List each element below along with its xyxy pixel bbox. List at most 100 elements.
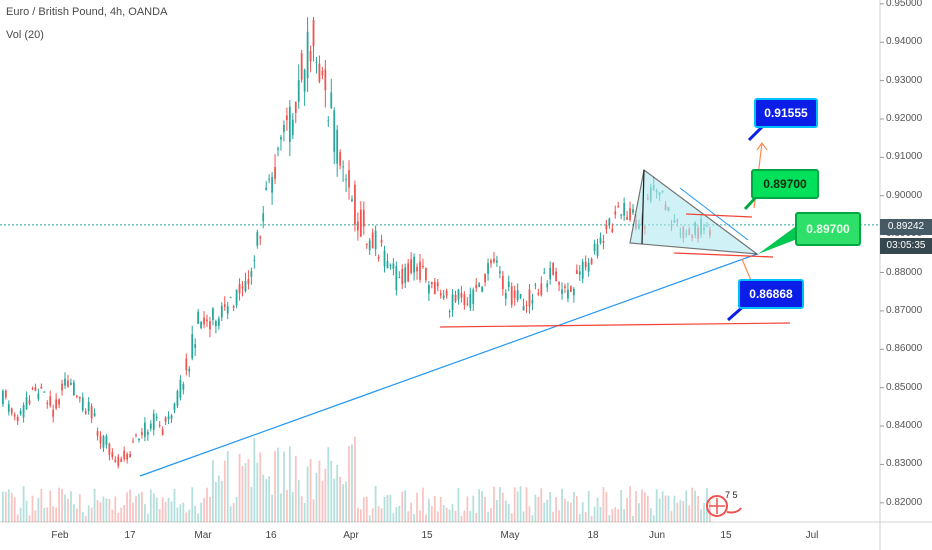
candle-body — [129, 453, 131, 458]
volume-bar — [472, 495, 475, 522]
volume-bar — [430, 506, 433, 522]
volume-bar — [357, 507, 359, 522]
volume-bar — [570, 502, 572, 522]
candle-body — [229, 297, 232, 299]
volume-bar — [28, 515, 31, 522]
candle-body — [330, 92, 333, 108]
volume-bar — [605, 491, 608, 522]
volume-bar — [61, 488, 63, 522]
volume-bar — [300, 496, 303, 522]
price-tick-label: 0.88000 — [886, 266, 923, 278]
volume-bar — [490, 508, 492, 522]
volume-bar — [70, 491, 72, 522]
volume-bar — [646, 495, 649, 522]
candle-body — [537, 293, 540, 295]
volume-bar — [496, 499, 498, 522]
volume-bar — [380, 508, 383, 522]
candle-body — [31, 388, 34, 390]
candle-body — [16, 416, 19, 422]
volume-bar — [599, 506, 602, 522]
candle-body — [552, 262, 555, 275]
volume-bar — [67, 498, 69, 522]
volume-bar — [138, 493, 140, 522]
candle-body — [286, 115, 288, 120]
price-tick-label: 0.86000 — [886, 343, 923, 355]
volume-bar — [303, 502, 306, 522]
candle-body — [561, 289, 563, 295]
candle-body — [534, 284, 537, 286]
candle-body — [235, 289, 238, 306]
volume-bar — [410, 502, 413, 522]
candle-body — [493, 258, 495, 263]
candle-body — [73, 382, 75, 396]
candle-body — [371, 232, 374, 249]
candle-body — [149, 423, 152, 429]
target-callout-low: 0.86868 — [738, 279, 804, 309]
volume-bar — [256, 462, 259, 522]
candle-body — [416, 266, 418, 272]
volume-bar — [522, 511, 525, 522]
volume-bar — [220, 480, 223, 522]
candle-body — [2, 390, 4, 405]
candle-body — [496, 260, 498, 263]
symbol-title: Euro / British Pound, 4h, OANDA — [6, 6, 168, 18]
volume-bar — [398, 505, 401, 522]
candle-body — [7, 404, 10, 412]
candle-body — [454, 294, 457, 302]
candle-body — [220, 305, 223, 318]
candle-body — [336, 129, 339, 164]
volume-bar — [203, 497, 205, 522]
candle-body — [61, 383, 63, 391]
volume-bar — [469, 510, 472, 522]
candle-body — [19, 410, 22, 415]
time-tick-label: Mar — [194, 530, 212, 541]
volume-bar — [173, 488, 176, 522]
candle-body — [78, 397, 81, 399]
candle-body — [425, 268, 427, 281]
volume-bar — [73, 504, 75, 522]
volume-bar — [638, 503, 640, 522]
volume-bar — [170, 501, 173, 522]
candle-body — [570, 286, 572, 292]
volume-bar — [291, 492, 294, 522]
candle-body — [605, 225, 608, 230]
volume-bar — [374, 486, 377, 522]
volume-bar — [649, 508, 652, 522]
candle-body — [398, 277, 401, 279]
volume-bar — [327, 447, 330, 522]
rising-trendline — [139, 253, 758, 477]
candle-body — [10, 408, 13, 414]
volume-bar — [339, 476, 342, 522]
candle-body — [401, 268, 404, 285]
volume-bar — [395, 507, 398, 522]
volume-bar — [209, 496, 211, 522]
candle-body — [374, 230, 377, 250]
volume-bar — [652, 515, 655, 522]
candle-body — [380, 239, 383, 243]
candle-body — [84, 411, 87, 414]
volume-bar — [241, 466, 244, 522]
candle-body — [318, 63, 321, 82]
candle-body — [164, 417, 167, 422]
volume-bar — [552, 511, 555, 522]
candle-body — [25, 397, 28, 410]
candle-body — [516, 290, 519, 301]
volume-bar — [454, 510, 457, 522]
candle-body — [501, 275, 504, 290]
volume-bar — [504, 500, 507, 522]
tradingview-logo: 7 5 — [703, 490, 743, 518]
volume-bar — [167, 497, 170, 522]
candle-body — [274, 166, 276, 180]
candle-body — [324, 69, 327, 91]
candle-body — [114, 459, 117, 462]
volume-bar — [158, 509, 161, 522]
candle-body — [194, 344, 197, 348]
candle-body — [315, 61, 318, 63]
volume-bar — [516, 491, 519, 522]
volume-bar — [43, 507, 46, 522]
candle-body — [120, 458, 123, 462]
candle-body — [460, 293, 463, 298]
volume-bar — [555, 497, 557, 522]
